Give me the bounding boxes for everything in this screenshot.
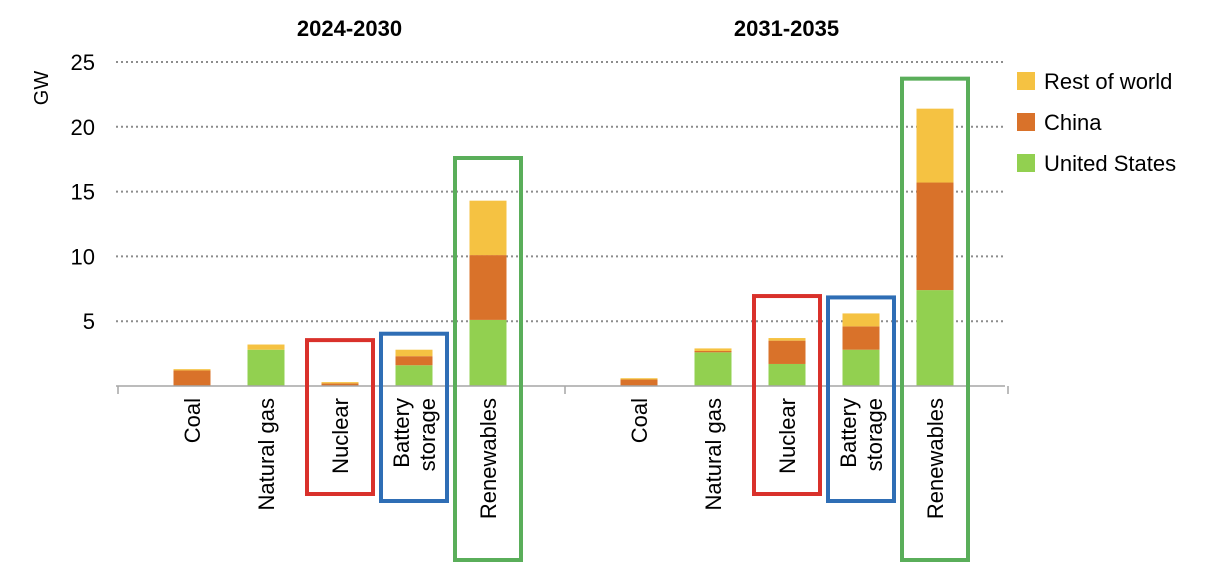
category-label-2031-2035-battery-storage-line1: Battery bbox=[836, 398, 861, 468]
bar-2031-2035-battery-storage-united-states bbox=[842, 349, 880, 386]
y-axis: 5 10 15 20 25 GW bbox=[31, 50, 95, 334]
category-label-2031-2035-renewables: Renewables bbox=[923, 398, 948, 519]
highlight-box-2031-2035-nuclear bbox=[752, 294, 822, 496]
bar-2031-2035-renewables-rest-of-world bbox=[916, 108, 954, 183]
y-tick-label-15: 15 bbox=[71, 180, 95, 205]
panel-title-2: 2031-2035 bbox=[734, 16, 839, 41]
bars bbox=[173, 108, 954, 386]
legend-label-united-states: United States bbox=[1044, 151, 1176, 176]
category-label-2024-2030-nuclear: Nuclear bbox=[328, 398, 353, 474]
bar-2024-2030-battery-storage-china bbox=[395, 356, 433, 366]
y-tick-label-5: 5 bbox=[83, 309, 95, 334]
category-labels: Coal Natural gas Nuclear Battery storage Rene… bbox=[180, 398, 948, 519]
category-label-2024-2030-natural-gas: Natural gas bbox=[254, 398, 279, 511]
bar-2031-2035-renewables-china bbox=[916, 182, 954, 291]
bar-2024-2030-battery-storage-rest-of-world bbox=[395, 349, 433, 357]
bar-2024-2030-nuclear-rest-of-world bbox=[321, 382, 359, 384]
category-label-2031-2035-battery-storage-line2: storage bbox=[862, 398, 887, 471]
bar-2031-2035-nuclear-china bbox=[768, 340, 806, 364]
legend-label-china: China bbox=[1044, 110, 1102, 135]
highlight-box-2024-2030-battery-storage bbox=[379, 331, 449, 503]
category-label-2024-2030-battery-storage-line1: Battery bbox=[389, 398, 414, 468]
panel-title-1: 2024-2030 bbox=[297, 16, 402, 41]
panel-titles: 2024-2030 2031-2035 bbox=[297, 16, 839, 41]
category-label-2031-2035-nuclear: Nuclear bbox=[775, 398, 800, 474]
category-label-2024-2030-renewables: Renewables bbox=[476, 398, 501, 519]
bar-2024-2030-natural-gas-rest-of-world bbox=[247, 344, 285, 350]
bar-2031-2035-natural-gas-rest-of-world bbox=[694, 348, 732, 352]
legend: Rest of world China United States bbox=[1017, 69, 1176, 176]
highlight-box-2031-2035-renewables bbox=[900, 76, 970, 562]
y-tick-label-20: 20 bbox=[71, 115, 95, 140]
bar-2031-2035-natural-gas-china bbox=[694, 351, 732, 353]
bar-2031-2035-renewables-united-states bbox=[916, 290, 954, 386]
x-axis bbox=[116, 385, 1009, 394]
bar-2024-2030-renewables-united-states bbox=[469, 319, 507, 386]
highlight-box-2024-2030-nuclear bbox=[305, 338, 375, 496]
y-tick-label-25: 25 bbox=[71, 50, 95, 75]
bar-2024-2030-nuclear-china bbox=[321, 383, 359, 386]
bar-2031-2035-nuclear-rest-of-world bbox=[768, 338, 806, 341]
highlight-boxes bbox=[305, 76, 970, 562]
bar-2031-2035-natural-gas-united-states bbox=[694, 352, 732, 386]
highlight-box-2031-2035-battery-storage bbox=[826, 295, 896, 504]
bar-2024-2030-renewables-rest-of-world bbox=[469, 200, 507, 256]
grid-lines bbox=[116, 61, 1005, 323]
legend-swatch-rest-of-world bbox=[1017, 72, 1035, 90]
y-axis-label: GW bbox=[31, 71, 53, 106]
bar-2031-2035-battery-storage-china bbox=[842, 326, 880, 350]
legend-label-rest-of-world: Rest of world bbox=[1044, 69, 1172, 94]
bar-2024-2030-coal-rest-of-world bbox=[173, 369, 211, 371]
highlight-box-2024-2030-renewables bbox=[453, 156, 523, 562]
category-label-2031-2035-coal: Coal bbox=[627, 398, 652, 443]
category-label-2024-2030-battery-storage-line2: storage bbox=[415, 398, 440, 471]
y-tick-label-10: 10 bbox=[71, 244, 95, 269]
bar-2031-2035-battery-storage-rest-of-world bbox=[842, 313, 880, 327]
bar-2024-2030-natural-gas-united-states bbox=[247, 349, 285, 386]
legend-swatch-china bbox=[1017, 113, 1035, 131]
bar-2024-2030-coal-china bbox=[173, 370, 211, 386]
bar-2024-2030-battery-storage-united-states bbox=[395, 365, 433, 386]
bar-2024-2030-renewables-china bbox=[469, 255, 507, 320]
bar-2031-2035-coal-rest-of-world bbox=[620, 378, 658, 380]
category-label-2024-2030-coal: Coal bbox=[180, 398, 205, 443]
legend-swatch-united-states bbox=[1017, 154, 1035, 172]
bar-2031-2035-coal-china bbox=[620, 379, 658, 386]
bar-2031-2035-nuclear-united-states bbox=[768, 363, 806, 386]
category-label-2031-2035-natural-gas: Natural gas bbox=[701, 398, 726, 511]
